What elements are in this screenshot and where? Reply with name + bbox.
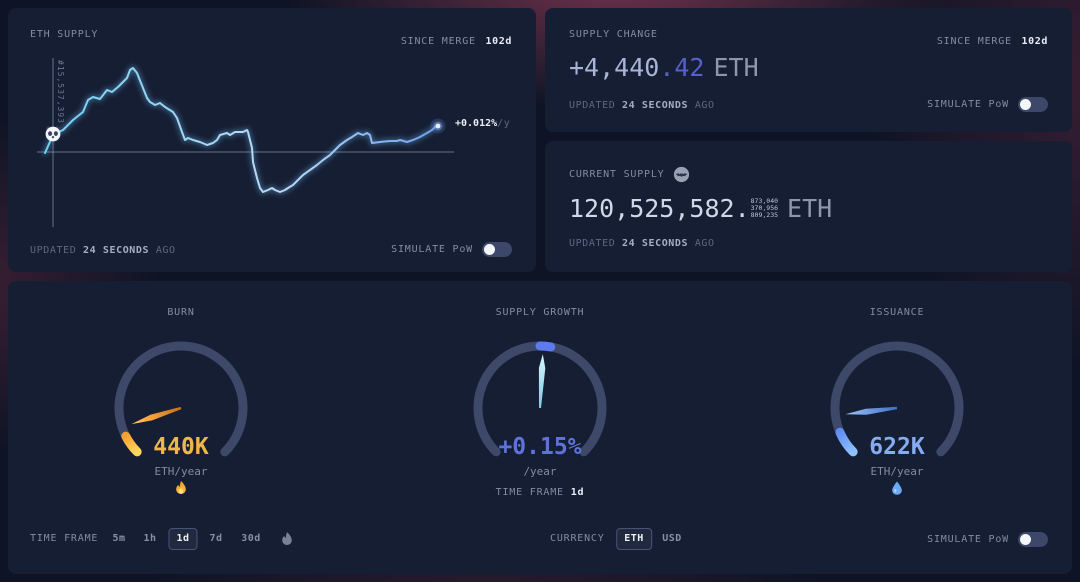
burn-gauge-title: BURN — [167, 307, 195, 318]
updated-prefix: UPDATED — [569, 100, 616, 111]
merge-block-label: #15,537,393 — [56, 60, 65, 124]
simulate-pow-toggle[interactable] — [1018, 531, 1048, 547]
time-frame-30d[interactable]: 30d — [241, 533, 261, 544]
simulate-pow-label: SIMULATE PoW — [927, 533, 1009, 545]
merge-panda-icon — [45, 126, 61, 142]
updated-prefix: UPDATED — [30, 245, 77, 256]
gauge-needle — [845, 406, 898, 415]
supply-line — [44, 67, 439, 193]
growth-timeframe: TIME FRAME 1d — [496, 487, 585, 498]
gauge-track — [830, 341, 964, 457]
supply-line-glow — [42, 65, 441, 195]
gauges-panel: BURN 440K ETH/year SUPPLY GROWTH +0.15% … — [8, 281, 1072, 574]
decimals-row: 873,040 — [750, 197, 779, 205]
current-supply-int: 120,525,582. — [569, 194, 750, 223]
issuance-gauge-title: ISSUANCE — [869, 307, 925, 318]
since-merge-value: 102d — [1021, 36, 1048, 47]
gauge-needle — [538, 354, 546, 409]
end-dot-core — [435, 123, 441, 129]
simulate-pow-toggle[interactable] — [482, 242, 512, 257]
decimals-row: 370,956 — [750, 204, 779, 212]
updated-time: 24 SECONDS — [82, 245, 150, 256]
simulate-pow-toggle[interactable] — [1018, 97, 1048, 112]
updated-suffix: AGO — [694, 100, 715, 111]
growth-rate-label: +0.012%/y — [455, 118, 510, 129]
simulate-pow-control: SIMULATE PoW — [927, 528, 1048, 550]
gauge-progress — [535, 341, 556, 352]
updated-status: UPDATED 24 SECONDS AGO — [569, 238, 715, 249]
currency-eth[interactable]: ETH — [616, 528, 652, 550]
growth-rate-suffix: /y — [497, 118, 511, 129]
supply-change-value: +4,440.42 ETH — [569, 53, 759, 82]
supply-change-panel: SUPPLY CHANGE SINCE MERGE 102d +4,440.42… — [545, 8, 1072, 132]
updated-prefix: UPDATED — [569, 238, 616, 249]
eth-supply-panel: ETH SUPPLY SINCE MERGE 102d — [8, 8, 536, 272]
simulate-pow-label: SIMULATE PoW — [927, 99, 1009, 110]
eth-supply-chart[interactable] — [8, 8, 536, 272]
updated-status: UPDATED 24 SECONDS AGO — [569, 100, 715, 111]
gauge-needle — [131, 406, 182, 425]
time-frame-5m[interactable]: 5m — [112, 533, 126, 544]
eth-supply-title: ETH SUPPLY — [30, 29, 99, 40]
controls-row: TIME FRAME 5m 1h 1d 7d 30d CURRENCY ETH … — [8, 528, 1072, 550]
time-frame-label: TIME FRAME — [30, 533, 99, 544]
current-supply-title: CURRENT SUPPLY — [569, 169, 665, 180]
growth-rate-value: +0.012% — [455, 118, 498, 129]
growth-timeframe-label: TIME FRAME — [495, 487, 564, 498]
supply-growth-unit: /year — [523, 465, 557, 478]
burn-unit: ETH/year — [154, 465, 208, 478]
time-frame-7d[interactable]: 7d — [209, 533, 223, 544]
since-merge-indicator[interactable]: SINCE MERGE 102d — [401, 29, 512, 48]
updated-time: 24 SECONDS — [621, 238, 689, 249]
fire-icon — [176, 481, 186, 494]
bat-signal-icon — [673, 166, 689, 183]
supply-change-decimals: .42 — [659, 53, 705, 82]
issuance-unit: ETH/year — [870, 465, 924, 478]
gauge-progress — [835, 427, 858, 457]
burn-value: 440K — [153, 434, 209, 460]
since-merge-label: SINCE MERGE — [936, 36, 1012, 47]
gauge-track — [114, 341, 248, 457]
current-supply-panel: CURRENT SUPPLY 120,525,582. 873,040 370,95… — [545, 141, 1072, 272]
updated-time: 24 SECONDS — [621, 100, 689, 111]
current-supply-decimals: 873,040 370,956 809,235 — [751, 198, 778, 219]
growth-timeframe-value: 1d — [570, 487, 585, 498]
time-frame-1d[interactable]: 1d — [168, 528, 198, 550]
updated-status: UPDATED 24 SECONDS AGO — [30, 245, 176, 256]
supply-change-title: SUPPLY CHANGE — [569, 29, 658, 40]
updated-suffix: AGO — [694, 238, 715, 249]
droplet-icon — [892, 481, 902, 495]
gauge-progress — [121, 431, 142, 457]
current-supply-unit: ETH — [787, 194, 833, 223]
supply-change-unit: ETH — [713, 53, 759, 82]
simulate-pow-control: SIMULATE PoW — [927, 97, 1048, 112]
simulate-pow-control: SIMULATE PoW — [391, 242, 512, 257]
currency-label: CURRENCY — [550, 533, 605, 544]
time-frame-since-burn-flame-icon[interactable] — [279, 531, 295, 547]
simulate-pow-label: SIMULATE PoW — [391, 244, 473, 255]
updated-suffix: AGO — [155, 245, 176, 256]
supply-growth-value: +0.15% — [498, 434, 582, 460]
since-merge-label: SINCE MERGE — [400, 36, 476, 47]
time-frame-1h[interactable]: 1h — [143, 533, 157, 544]
issuance-value: 622K — [869, 434, 925, 460]
decimals-row: 809,235 — [750, 211, 779, 219]
current-supply-value: 120,525,582. 873,040 370,956 809,235 ETH — [569, 194, 832, 223]
since-merge-indicator[interactable]: SINCE MERGE 102d — [937, 29, 1048, 48]
supply-change-main: +4,440 — [569, 53, 660, 82]
issuance-gauge — [830, 341, 964, 457]
since-merge-value: 102d — [485, 36, 512, 47]
currency-usd[interactable]: USD — [662, 533, 682, 544]
supply-growth-gauge — [473, 341, 607, 457]
supply-growth-gauge-title: SUPPLY GROWTH — [495, 307, 585, 318]
burn-gauge — [114, 341, 248, 457]
